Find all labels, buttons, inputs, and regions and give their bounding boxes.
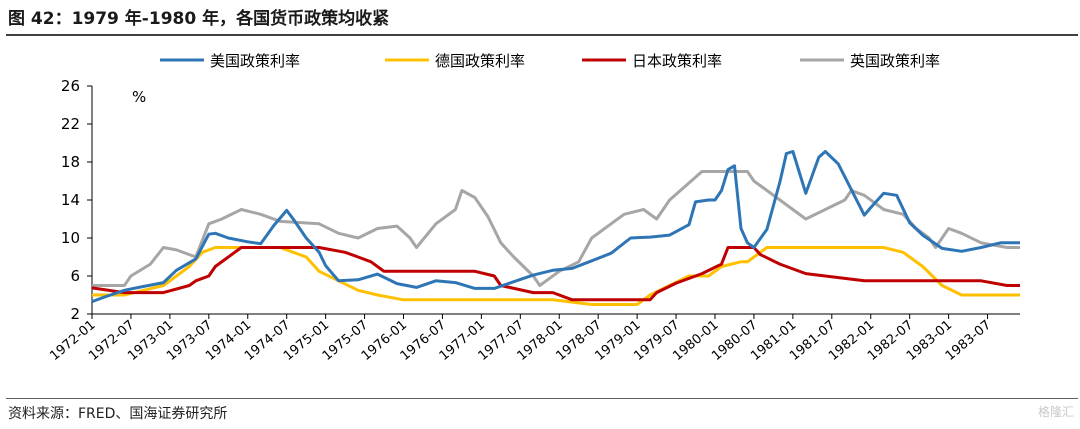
series-line-1 — [91, 150, 1020, 304]
y-tick-label: 22 — [61, 115, 80, 133]
series-line-3 — [91, 246, 1020, 302]
legend-label: 德国政策利率 — [435, 52, 525, 70]
series-line-4 — [92, 170, 1020, 287]
series-line-2 — [92, 246, 1020, 306]
y-tick-label: 6 — [70, 267, 80, 285]
title-divider — [6, 34, 1078, 36]
figure-title: 图 42：1979 年-1980 年，各国货币政策均收紧 — [8, 9, 390, 29]
chart-series — [91, 150, 1020, 306]
source-divider — [6, 398, 1078, 399]
chart-legend: 美国政策利率 德国政策利率 日本政策利率 英国政策利率 — [160, 52, 940, 70]
legend-label: 美国政策利率 — [210, 52, 300, 70]
y-tick-label: 18 — [61, 153, 80, 171]
y-tick-label: 26 — [61, 77, 80, 95]
watermark-logo: 格隆汇 — [1037, 405, 1074, 419]
y-tick-label: 10 — [61, 229, 80, 247]
source-note: 资料来源：FRED、国海证券研究所 — [8, 406, 228, 422]
legend-label: 日本政策利率 — [632, 52, 722, 70]
y-unit-label: % — [132, 88, 146, 106]
y-tick-label: 14 — [61, 191, 80, 209]
legend-label: 英国政策利率 — [850, 52, 940, 70]
x-axis-ticks: 1972-011972-071973-011973-071974-011974-… — [47, 314, 994, 364]
y-tick-label: 2 — [70, 305, 80, 323]
